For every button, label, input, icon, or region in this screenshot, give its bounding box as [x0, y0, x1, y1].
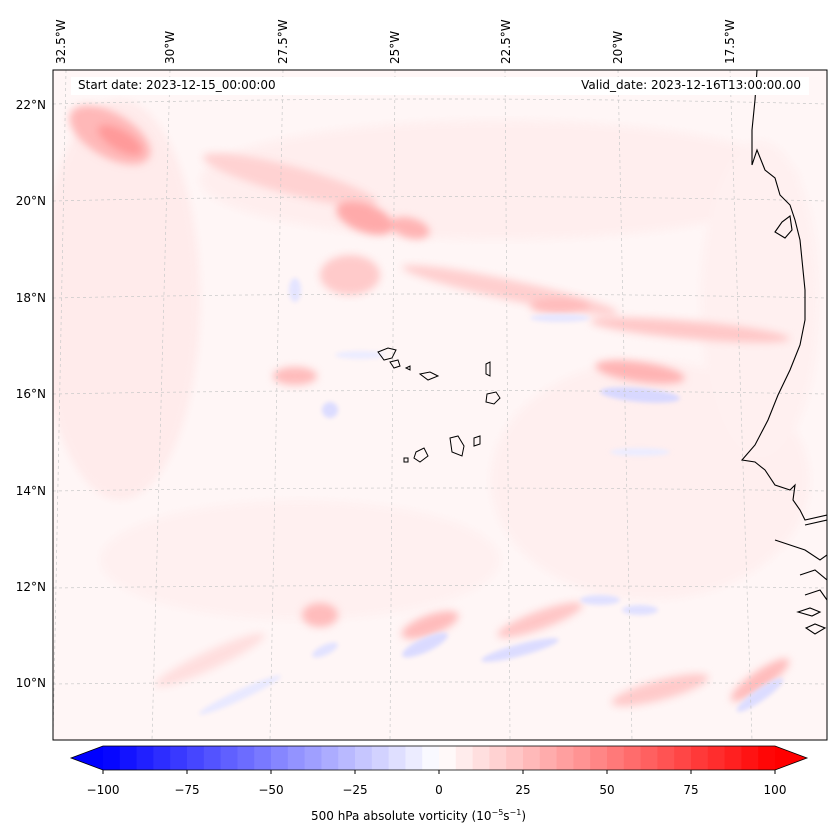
longitude-label: 20°W — [611, 30, 625, 64]
colorbar-segment — [573, 746, 591, 770]
colorbar-segment — [153, 746, 171, 770]
colorbar-tick: 75 — [683, 783, 699, 797]
latitude-label: 20°N — [15, 194, 46, 208]
colorbar-tick: 50 — [599, 783, 615, 797]
colorbar-segment — [674, 746, 692, 770]
colorbar-segment — [338, 746, 356, 770]
latitude-label: 22°N — [15, 98, 46, 112]
colorbar-segment — [203, 746, 222, 770]
colorbar-segment — [523, 746, 541, 770]
colorbar-tick: −100 — [86, 783, 120, 797]
colorbar-tick: 25 — [515, 783, 531, 797]
colorbar-segment — [439, 746, 457, 770]
colorbar-segment — [539, 746, 558, 770]
graticule — [53, 70, 827, 740]
colorbar-segment — [506, 746, 524, 770]
colorbar-segment — [321, 746, 339, 770]
colorbar-segment — [590, 746, 608, 770]
colorbar-tick: 100 — [763, 783, 787, 797]
colorbar-segment — [472, 746, 490, 770]
colorbar-tick: −50 — [258, 783, 284, 797]
colorbar-segment — [388, 746, 406, 770]
colorbar-segment — [758, 746, 776, 770]
colorbar-segment — [170, 746, 188, 770]
colorbar-segment — [405, 746, 423, 770]
colorbar-segment — [103, 746, 121, 770]
colorbar — [69, 745, 809, 774]
colorbar-extend-max — [775, 746, 807, 770]
colorbar-segment — [741, 746, 759, 770]
colorbar-segment — [271, 746, 289, 770]
vorticity-field — [53, 100, 820, 715]
colorbar-extend-min — [71, 746, 103, 770]
colorbar-segment — [287, 746, 306, 770]
longitude-label: 27.5°W — [276, 19, 290, 64]
colorbar-segment — [422, 746, 440, 770]
latitude-label: 14°N — [15, 484, 46, 498]
colorbar-segment — [119, 746, 138, 770]
colorbar-segment — [237, 746, 255, 770]
colorbar-segment — [220, 746, 238, 770]
colorbar-segment — [136, 746, 154, 770]
colorbar-segment — [455, 746, 474, 770]
longitude-label: 32.5°W — [54, 19, 68, 64]
longitude-label: 25°W — [388, 30, 402, 64]
date-info-box: Start date: 2023-12-15_00:00:00 Valid_da… — [71, 77, 809, 95]
map-frame — [52, 69, 828, 741]
colorbar-tick: 0 — [435, 783, 443, 797]
latitude-label: 10°N — [15, 676, 46, 690]
colorbar-segment — [187, 746, 205, 770]
colorbar-segment — [355, 746, 373, 770]
start-date: Start date: 2023-12-15_00:00:00 — [78, 78, 276, 92]
colorbar-segment — [691, 746, 709, 770]
colorbar-segment — [304, 746, 322, 770]
colorbar-segment — [724, 746, 742, 770]
valid-date: Valid_date: 2023-12-16T13:00:00.00 — [581, 78, 801, 92]
colorbar-segment — [254, 746, 272, 770]
longitude-label: 17.5°W — [723, 19, 737, 64]
colorbar-tick: −25 — [342, 783, 368, 797]
longitude-label: 30°W — [163, 30, 177, 64]
colorbar-tick: −75 — [174, 783, 200, 797]
colorbar-segment — [607, 746, 625, 770]
longitude-label: 22.5°W — [499, 19, 513, 64]
cape-verde-islands — [377, 347, 501, 463]
colorbar-segment — [371, 746, 390, 770]
colorbar-segment — [623, 746, 642, 770]
colorbar-segment — [640, 746, 658, 770]
latitude-label: 12°N — [15, 580, 46, 594]
colorbar-segment — [556, 746, 574, 770]
colorbar-segment — [707, 746, 726, 770]
colorbar-segment — [489, 746, 507, 770]
coastline — [740, 70, 827, 635]
latitude-label: 18°N — [15, 291, 46, 305]
colorbar-label: 500 hPa absolute vorticity (10−5s−1) — [310, 808, 527, 823]
latitude-label: 16°N — [15, 387, 46, 401]
colorbar-segment — [657, 746, 675, 770]
